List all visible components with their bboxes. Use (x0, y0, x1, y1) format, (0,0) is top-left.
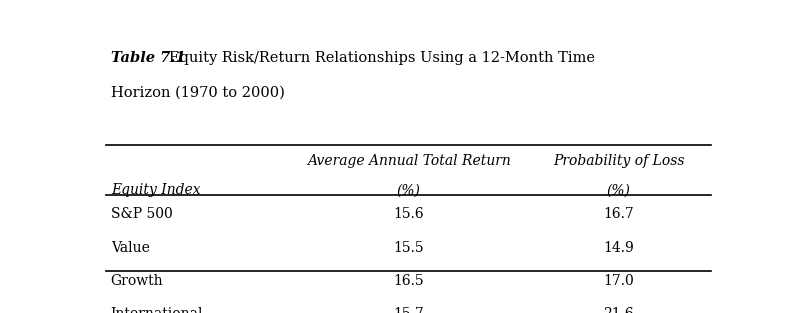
Text: Equity Risk/Return Relationships Using a 12-Month Time: Equity Risk/Return Relationships Using a… (155, 51, 595, 65)
Text: (%): (%) (607, 183, 630, 198)
Text: Value: Value (111, 241, 150, 255)
Text: 15.7: 15.7 (393, 307, 424, 313)
Text: 17.0: 17.0 (603, 274, 634, 288)
Text: 16.7: 16.7 (603, 208, 634, 222)
Text: 15.6: 15.6 (393, 208, 424, 222)
Text: Equity Index: Equity Index (111, 183, 200, 198)
Text: 21.6: 21.6 (603, 307, 634, 313)
Text: Horizon (1970 to 2000): Horizon (1970 to 2000) (111, 86, 285, 100)
Text: S&P 500: S&P 500 (111, 208, 172, 222)
Text: Probability of Loss: Probability of Loss (553, 154, 684, 168)
Text: 14.9: 14.9 (603, 241, 634, 255)
Text: 15.5: 15.5 (393, 241, 424, 255)
Text: International: International (111, 307, 203, 313)
Text: Table 7.1: Table 7.1 (111, 51, 185, 65)
Text: Average Annual Total Return: Average Annual Total Return (307, 154, 510, 168)
Text: Growth: Growth (111, 274, 163, 288)
Text: 16.5: 16.5 (393, 274, 424, 288)
Text: (%): (%) (397, 183, 420, 198)
